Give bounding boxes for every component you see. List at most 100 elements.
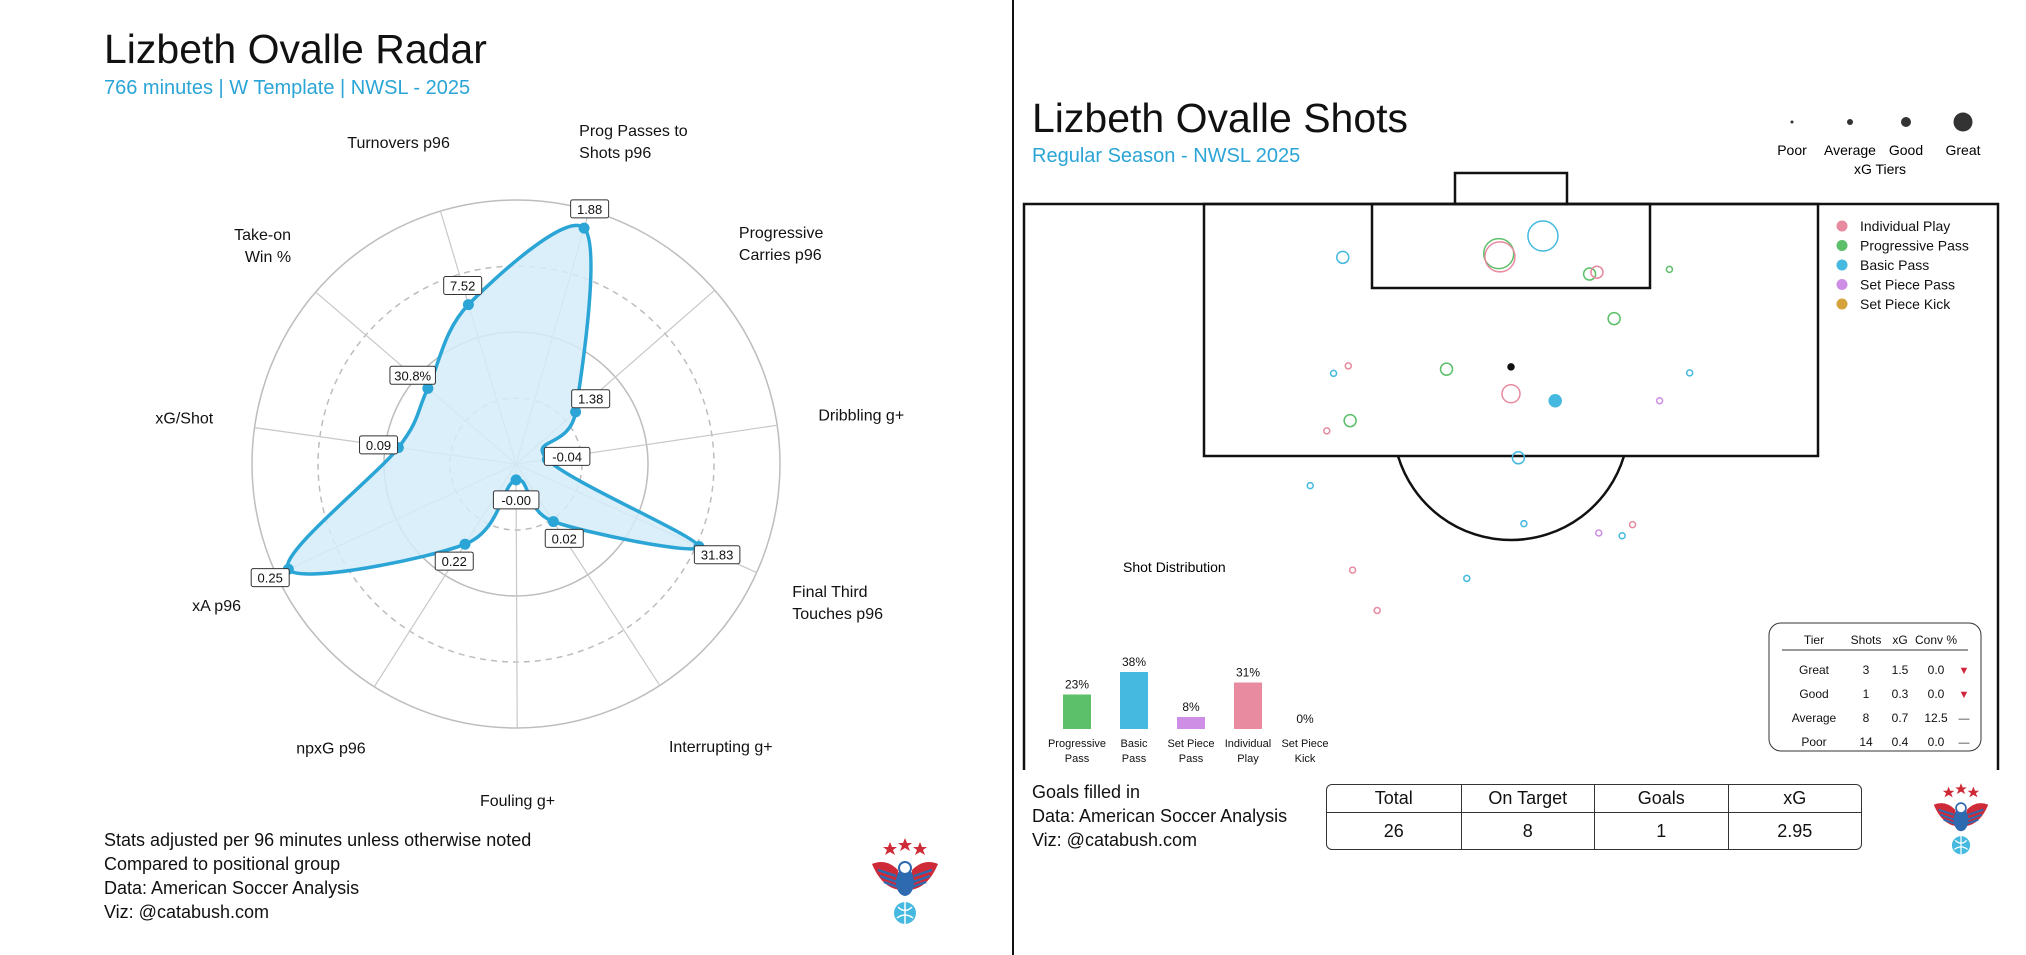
tier-table-trend-icon: — bbox=[1959, 737, 1970, 749]
radar-subtitle: 766 minutes | W Template | NWSL - 2025 bbox=[104, 77, 471, 99]
penalty-area bbox=[1202, 202, 1820, 458]
distribution-category-label: Kick bbox=[1295, 753, 1316, 765]
svg-text:Prog Passes to: Prog Passes to bbox=[579, 123, 688, 140]
shot-marker bbox=[1665, 265, 1674, 274]
tier-table-cell: 12.5 bbox=[1924, 711, 1948, 725]
svg-text:Win %: Win % bbox=[245, 249, 291, 266]
tier-table-cell: Good bbox=[1799, 687, 1828, 701]
distribution-category-label: Play bbox=[1237, 753, 1259, 765]
shot-type-legend-item: Basic Pass bbox=[1836, 257, 1929, 273]
svg-text:1.38: 1.38 bbox=[578, 392, 603, 407]
shot-marker bbox=[1507, 363, 1515, 371]
radar-value-label: 31.83 bbox=[693, 545, 741, 565]
svg-text:0.09: 0.09 bbox=[366, 438, 391, 453]
eagle-logo bbox=[1933, 783, 1989, 855]
shot-marker bbox=[1463, 574, 1471, 583]
radar-value-label: -0.04 bbox=[543, 446, 591, 466]
footer-line: Viz: @catabush.com bbox=[1032, 830, 1198, 850]
distribution-value-label: 38% bbox=[1122, 655, 1146, 669]
logo-wing-left bbox=[872, 862, 900, 890]
legend-swatch bbox=[1836, 220, 1848, 232]
svg-text:Dribbling g+: Dribbling g+ bbox=[818, 408, 904, 425]
radar-value-label: 0.09 bbox=[359, 435, 399, 455]
shot-marker bbox=[1501, 384, 1521, 404]
shot-marker bbox=[1306, 481, 1314, 490]
summary-value: 2.95 bbox=[1727, 813, 1862, 849]
svg-text:Set Piece Pass: Set Piece Pass bbox=[1860, 277, 1955, 293]
radar-title: Lizbeth Ovalle Radar bbox=[104, 26, 487, 72]
radar-axis-label: Interrupting g+ bbox=[669, 739, 773, 756]
shot-type-legend-item: Progressive Pass bbox=[1836, 238, 1969, 254]
tier-marker-poor bbox=[1790, 120, 1794, 124]
radar-value-label: 7.52 bbox=[443, 275, 483, 295]
tier-table-cell: 0.0 bbox=[1928, 663, 1945, 677]
goal-box bbox=[1453, 171, 1569, 206]
radar-notes: Stats adjusted per 96 minutes unless oth… bbox=[104, 828, 531, 924]
note-line: Viz: @catabush.com bbox=[104, 902, 270, 922]
shot-marker bbox=[1655, 396, 1664, 405]
summary-header: On Target bbox=[1460, 785, 1594, 813]
tier-table-cell: 0.4 bbox=[1892, 735, 1909, 749]
radar-point bbox=[510, 474, 522, 486]
tier-table-header: Shots bbox=[1851, 633, 1882, 647]
svg-text:Shots p96: Shots p96 bbox=[579, 145, 651, 162]
tier-table-cell: 0.7 bbox=[1892, 711, 1909, 725]
tier-table-trend-icon: — bbox=[1959, 713, 1970, 725]
radar-axis-label: Progressive Carries p96 bbox=[739, 225, 824, 264]
footer-line: Data: American Soccer Analysis bbox=[1032, 806, 1288, 826]
distribution-value-label: 31% bbox=[1236, 666, 1260, 680]
distribution-category-label: Progressive bbox=[1048, 738, 1106, 750]
svg-text:0.25: 0.25 bbox=[258, 571, 283, 586]
shot-type-legend-item: Set Piece Kick bbox=[1836, 296, 1951, 312]
tier-table-cell: 0.0 bbox=[1928, 687, 1945, 701]
shot-distribution-chart: Shot Distribution 23% Progressive Pass 38% B… bbox=[1048, 559, 1329, 765]
svg-text:Fouling g+: Fouling g+ bbox=[480, 793, 555, 810]
tier-table-cell: Great bbox=[1799, 663, 1830, 677]
shot-marker bbox=[1590, 265, 1604, 279]
legend-swatch bbox=[1836, 259, 1848, 271]
tier-table-cell: 14 bbox=[1859, 735, 1873, 749]
shots-subtitle: Regular Season - NWSL 2025 bbox=[1032, 145, 1301, 167]
radar-value-label: 0.25 bbox=[250, 568, 290, 588]
xg-tier-legend: Poor Average Good Great xG Tiers bbox=[1777, 112, 1981, 177]
shot-marker bbox=[1595, 529, 1603, 537]
shot-marker bbox=[1323, 427, 1331, 435]
radar-point bbox=[462, 299, 474, 311]
radar-value-label: 1.88 bbox=[570, 199, 610, 219]
shot-marker bbox=[1607, 311, 1621, 326]
shot-marker bbox=[1439, 362, 1454, 376]
pitch-lines bbox=[1022, 171, 2000, 770]
tier-table-header: xG bbox=[1892, 633, 1907, 647]
radar-chart: 1.88 1.38 -0.04 31.83 0.02 -0.00 0.22 0.25 0.09 3… bbox=[155, 123, 904, 810]
radar-value-label: -0.00 bbox=[492, 490, 540, 510]
radar-value-label: 0.02 bbox=[544, 528, 584, 548]
radar-value-labels: 1.88 1.38 -0.04 31.83 0.02 -0.00 0.22 0.25 0.09 3… bbox=[250, 199, 741, 588]
tier-label: Average bbox=[1824, 142, 1876, 158]
note-line: Data: American Soccer Analysis bbox=[104, 878, 360, 898]
logo-wing-right bbox=[910, 862, 938, 890]
radar-value-label: 0.22 bbox=[434, 551, 474, 571]
svg-text:0.02: 0.02 bbox=[552, 531, 577, 546]
shot-type-legend-item: Individual Play bbox=[1836, 218, 1950, 234]
tier-table-cell: 1 bbox=[1863, 687, 1870, 701]
tier-table-cell: 1.5 bbox=[1892, 663, 1909, 677]
legend-swatch bbox=[1836, 240, 1848, 251]
logo-stars bbox=[883, 838, 927, 855]
tier-marker-good bbox=[1901, 117, 1911, 127]
distribution-title: Shot Distribution bbox=[1123, 559, 1226, 575]
radar-point bbox=[547, 516, 559, 528]
shot-marker bbox=[1329, 369, 1338, 378]
note-line: Stats adjusted per 96 minutes unless oth… bbox=[104, 830, 532, 850]
svg-text:Carries p96: Carries p96 bbox=[739, 247, 822, 264]
legend-swatch bbox=[1836, 279, 1848, 290]
tier-marker-great bbox=[1953, 112, 1973, 132]
radar-axis-label: Dribbling g+ bbox=[818, 408, 904, 425]
svg-text:Take-on: Take-on bbox=[234, 227, 291, 244]
summary-value: 1 bbox=[1594, 813, 1728, 849]
tier-table-frame bbox=[1768, 622, 1982, 752]
penalty-arc bbox=[1396, 455, 1626, 542]
eagle-logo bbox=[872, 838, 938, 924]
radar-axis-label: Fouling g+ bbox=[480, 793, 555, 810]
distribution-bar bbox=[1177, 717, 1205, 729]
shot-marker bbox=[1484, 241, 1516, 273]
